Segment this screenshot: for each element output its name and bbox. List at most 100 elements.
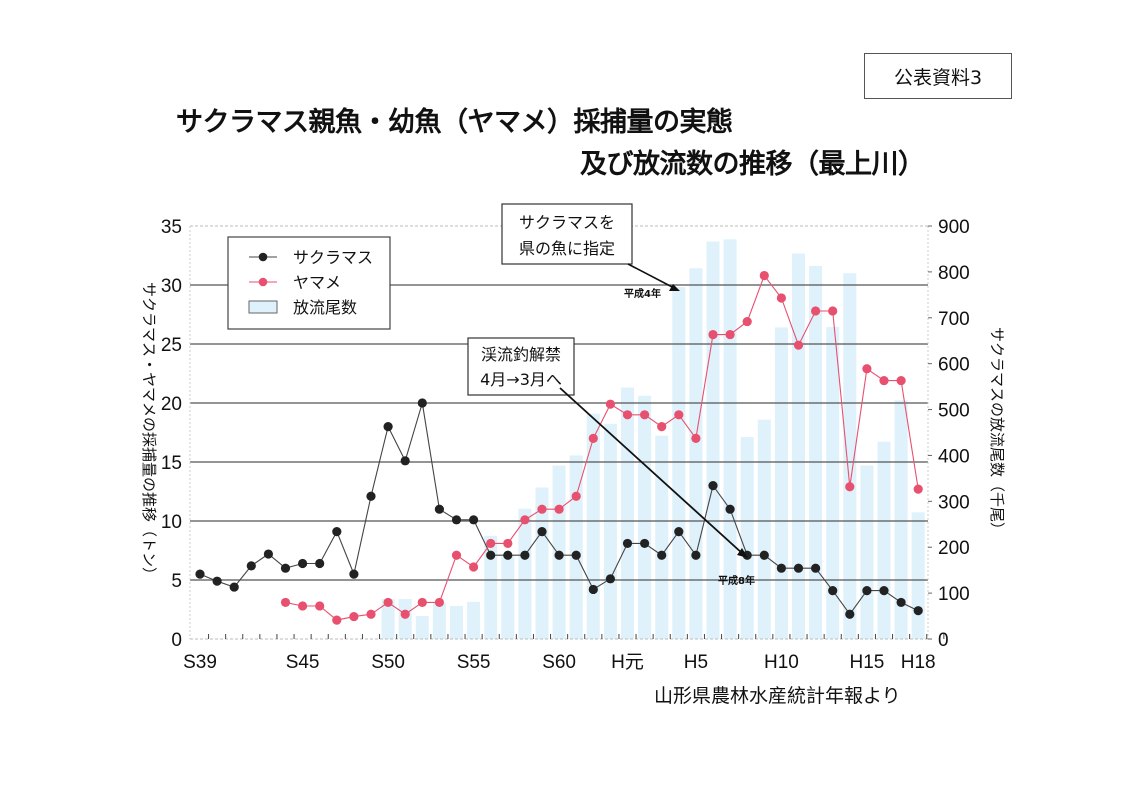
data-point-yamame xyxy=(811,306,821,316)
legend-label: 放流尾数 xyxy=(293,298,357,317)
data-point-yamame xyxy=(879,375,889,386)
bar xyxy=(398,599,412,639)
data-point-sakuramasu xyxy=(229,582,239,592)
arrow-head xyxy=(737,548,748,558)
data-point-sakuramasu xyxy=(332,527,342,537)
bar xyxy=(826,326,840,639)
data-point-yamame xyxy=(503,538,513,549)
y-left-tick-label: 15 xyxy=(161,453,182,474)
x-tick-label: S50 xyxy=(371,652,405,673)
data-point-yamame xyxy=(537,504,547,514)
legend-label: ヤマメ xyxy=(293,273,341,292)
data-point-sakuramasu xyxy=(486,550,496,560)
annotation-arrow xyxy=(559,387,744,555)
data-point-sakuramasu xyxy=(417,398,427,408)
data-point-sakuramasu xyxy=(622,538,633,549)
bar xyxy=(655,435,669,639)
data-point-yamame xyxy=(793,340,804,350)
data-point-yamame xyxy=(708,329,718,340)
y-right-tick-label: 100 xyxy=(938,584,970,605)
bar xyxy=(484,535,498,639)
bar xyxy=(860,465,874,639)
data-point-sakuramasu xyxy=(349,569,359,579)
data-point-sakuramasu xyxy=(537,527,547,537)
annotation-arrow xyxy=(627,263,677,290)
data-point-yamame xyxy=(554,504,564,514)
x-tick-label: H元 xyxy=(611,652,644,673)
bar xyxy=(740,437,754,639)
data-point-yamame xyxy=(332,615,342,625)
data-point-sakuramasu xyxy=(195,569,205,579)
bar xyxy=(672,287,686,639)
arrow-head xyxy=(669,284,680,291)
data-point-sakuramasu xyxy=(588,584,598,595)
data-point-yamame xyxy=(486,538,496,549)
bar xyxy=(757,419,771,639)
x-tick-label: H18 xyxy=(901,652,936,673)
bar xyxy=(706,241,720,639)
y-right-tick-label: 500 xyxy=(938,401,970,422)
data-point-yamame xyxy=(640,410,650,420)
y-left-tick-label: 20 xyxy=(161,394,182,415)
y-right-tick-label: 900 xyxy=(938,217,970,238)
data-point-yamame xyxy=(657,422,667,432)
annotation-text: 4月→3月へ xyxy=(480,370,562,389)
data-point-sakuramasu xyxy=(691,550,701,560)
bar xyxy=(432,602,446,639)
data-point-sakuramasu xyxy=(451,515,462,525)
data-point-sakuramasu xyxy=(280,563,291,573)
data-point-sakuramasu xyxy=(828,586,838,596)
data-point-sakuramasu xyxy=(571,550,581,560)
data-point-yamame xyxy=(605,399,616,409)
bar xyxy=(415,616,429,639)
data-point-sakuramasu xyxy=(212,576,222,586)
data-point-sakuramasu xyxy=(657,550,667,560)
data-point-yamame xyxy=(383,597,393,608)
data-point-yamame xyxy=(520,515,530,525)
document-label: 公表資料3 xyxy=(864,53,1012,99)
data-point-yamame xyxy=(742,316,752,327)
data-point-sakuramasu xyxy=(383,422,393,432)
data-point-yamame xyxy=(896,375,906,386)
data-point-sakuramasu xyxy=(246,561,256,571)
data-point-yamame xyxy=(366,609,376,619)
x-tick-label: H15 xyxy=(849,652,884,673)
bar xyxy=(843,273,857,639)
legend-marker-yamame xyxy=(258,277,268,287)
data-point-sakuramasu xyxy=(759,550,769,560)
bar xyxy=(450,605,463,639)
data-point-yamame xyxy=(315,601,325,611)
data-point-sakuramasu xyxy=(811,563,821,573)
data-point-sakuramasu xyxy=(554,550,564,560)
y-left-tick-label: 5 xyxy=(171,571,182,592)
data-point-sakuramasu xyxy=(298,558,308,569)
data-point-sakuramasu xyxy=(674,527,684,537)
legend-marker-sakuramasu xyxy=(258,252,268,262)
data-point-sakuramasu xyxy=(605,574,616,584)
data-point-sakuramasu xyxy=(896,597,906,608)
data-point-sakuramasu xyxy=(434,504,444,514)
y-left-tick-label: 10 xyxy=(161,512,182,533)
data-point-yamame xyxy=(349,611,359,622)
x-tick-label: S60 xyxy=(542,652,576,673)
data-point-yamame xyxy=(622,410,633,420)
data-point-yamame xyxy=(400,609,410,619)
data-point-yamame xyxy=(434,597,444,608)
data-point-sakuramasu xyxy=(400,456,410,466)
data-point-yamame xyxy=(298,601,308,611)
data-point-sakuramasu xyxy=(879,586,889,596)
y-right-tick-label: 200 xyxy=(938,538,970,559)
x-tick-label: S45 xyxy=(286,652,320,673)
data-point-yamame xyxy=(913,484,923,494)
y-left-tick-label: 0 xyxy=(171,630,182,651)
y-left-tick-label: 35 xyxy=(161,217,182,238)
chart-title: サクラマス親魚・幼魚（ヤマメ）採捕量の実態 xyxy=(176,107,733,138)
y-left-tick-label: 25 xyxy=(161,335,182,356)
bar xyxy=(603,423,617,639)
data-point-sakuramasu xyxy=(793,563,804,573)
data-point-sakuramasu xyxy=(708,481,718,491)
source-note: 山形県農林水産統計年報より xyxy=(654,685,901,707)
data-point-sakuramasu xyxy=(503,550,513,560)
data-point-yamame xyxy=(845,482,855,492)
